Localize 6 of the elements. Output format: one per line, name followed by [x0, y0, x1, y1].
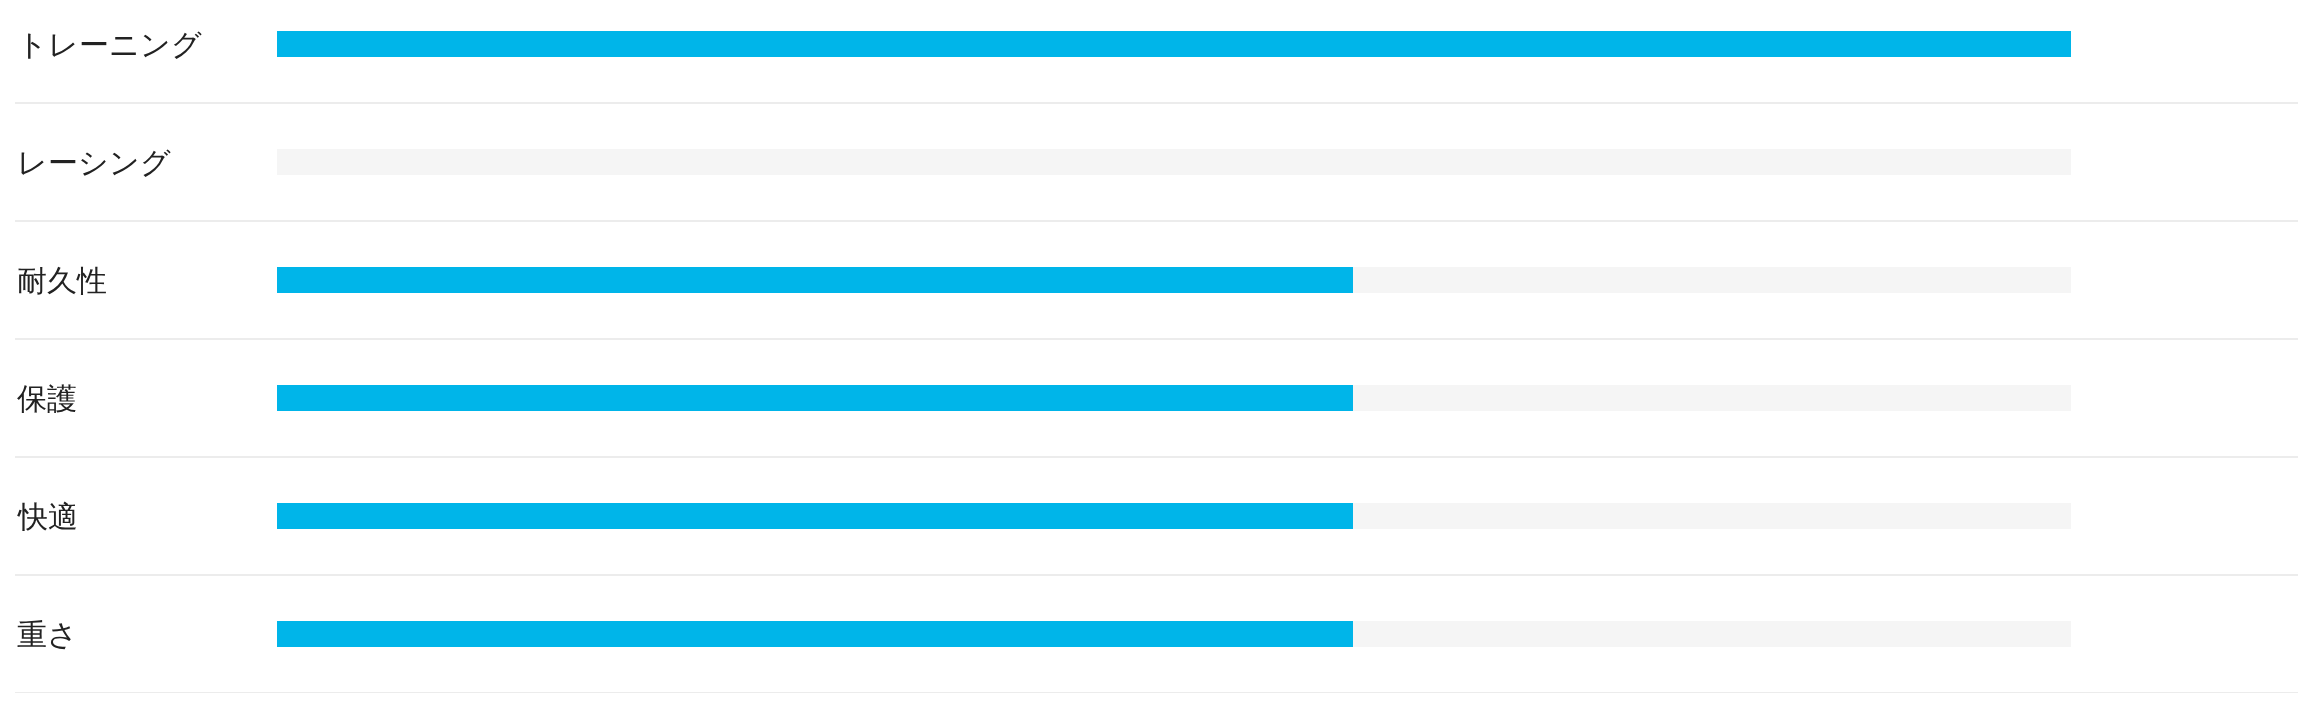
y-tick-label: 保護 — [17, 381, 77, 416]
y-tick-label: 重さ — [17, 617, 78, 652]
y-tick-label: レーシング — [17, 145, 171, 180]
y-tick-label: 快適 — [17, 499, 78, 534]
y-tick-label: 耐久性 — [17, 263, 107, 298]
y-tick-label: トレーニング — [17, 27, 202, 62]
